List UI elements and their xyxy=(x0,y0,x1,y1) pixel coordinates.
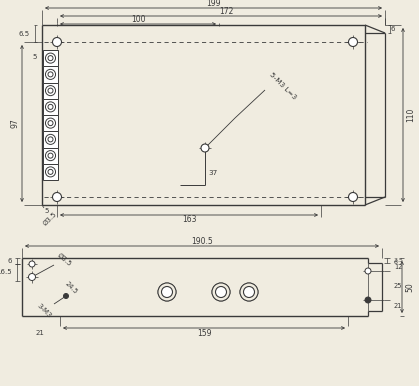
Circle shape xyxy=(365,268,371,274)
Circle shape xyxy=(48,56,53,61)
Circle shape xyxy=(46,134,56,144)
Circle shape xyxy=(243,286,255,298)
Circle shape xyxy=(349,193,357,201)
Circle shape xyxy=(365,297,371,303)
Circle shape xyxy=(48,104,53,109)
Text: 37: 37 xyxy=(208,170,217,176)
Circle shape xyxy=(64,293,68,298)
Text: 5: 5 xyxy=(45,208,49,214)
Circle shape xyxy=(215,286,227,298)
Circle shape xyxy=(240,283,258,301)
Text: 6.5: 6.5 xyxy=(19,30,30,37)
Text: Ø3.5: Ø3.5 xyxy=(56,252,72,267)
Circle shape xyxy=(46,86,56,96)
Circle shape xyxy=(46,118,56,128)
Bar xyxy=(43,131,58,147)
Text: 24.5: 24.5 xyxy=(64,281,78,295)
Circle shape xyxy=(46,69,56,80)
Bar xyxy=(43,147,58,164)
Bar xyxy=(43,115,58,131)
Circle shape xyxy=(161,286,173,298)
Text: 6: 6 xyxy=(390,26,395,32)
Circle shape xyxy=(349,37,357,46)
Text: 16.5: 16.5 xyxy=(0,269,12,276)
Circle shape xyxy=(201,144,209,152)
Circle shape xyxy=(212,283,230,301)
Text: 3-M3: 3-M3 xyxy=(36,303,52,319)
Text: 97: 97 xyxy=(10,119,20,129)
Text: 5: 5 xyxy=(33,54,37,60)
Text: 12: 12 xyxy=(394,264,402,270)
Bar xyxy=(43,66,58,83)
Text: 163: 163 xyxy=(182,215,196,225)
Circle shape xyxy=(161,286,173,298)
Circle shape xyxy=(48,72,53,77)
Text: 199: 199 xyxy=(206,0,221,7)
Circle shape xyxy=(46,102,56,112)
Circle shape xyxy=(46,151,56,161)
Text: 6: 6 xyxy=(394,259,398,264)
Circle shape xyxy=(52,37,62,46)
Circle shape xyxy=(48,88,53,93)
Circle shape xyxy=(243,286,254,298)
Circle shape xyxy=(28,274,36,281)
Bar xyxy=(43,164,58,180)
Text: 110: 110 xyxy=(406,108,416,122)
Text: 50: 50 xyxy=(406,282,414,292)
Text: Ø3.5: Ø3.5 xyxy=(42,211,58,227)
Circle shape xyxy=(29,261,35,267)
Text: 172: 172 xyxy=(219,7,233,15)
Circle shape xyxy=(52,193,62,201)
Bar xyxy=(43,50,58,66)
Bar xyxy=(43,99,58,115)
Bar xyxy=(43,83,58,99)
Text: 21: 21 xyxy=(36,330,44,336)
Text: 5-M3 L=3: 5-M3 L=3 xyxy=(269,71,297,100)
Circle shape xyxy=(48,137,53,142)
Circle shape xyxy=(46,53,56,63)
Text: 25: 25 xyxy=(394,283,403,288)
Text: 3.5: 3.5 xyxy=(394,257,404,262)
Text: 100: 100 xyxy=(131,15,145,24)
Circle shape xyxy=(48,169,53,174)
Text: 6: 6 xyxy=(8,258,12,264)
Text: 190.5: 190.5 xyxy=(191,237,213,245)
Circle shape xyxy=(48,120,53,126)
Circle shape xyxy=(48,153,53,158)
Text: 21: 21 xyxy=(394,303,402,308)
Text: 159: 159 xyxy=(197,328,211,337)
Circle shape xyxy=(158,283,176,301)
Circle shape xyxy=(215,286,227,298)
Circle shape xyxy=(46,167,56,177)
